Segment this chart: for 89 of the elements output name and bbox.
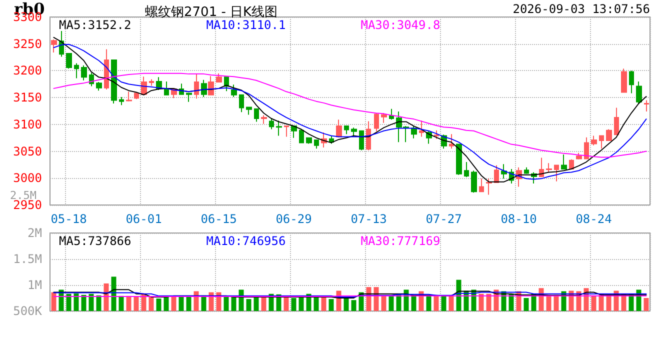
candlestick xyxy=(81,64,87,81)
candlestick xyxy=(134,92,139,100)
candlestick xyxy=(51,39,57,53)
candlestick xyxy=(66,53,72,70)
text: MA10:3110.1 xyxy=(206,18,286,32)
candlestick xyxy=(306,136,312,144)
candlestick xyxy=(486,178,492,196)
y-tick-label: 3250 xyxy=(13,36,42,51)
candlestick xyxy=(186,92,192,102)
candlestick xyxy=(291,125,297,138)
y-tick-label: 3100 xyxy=(13,117,42,132)
x-tick-label: 06-29 xyxy=(276,212,312,226)
candlestick xyxy=(456,144,462,176)
x-tick-label: 07-13 xyxy=(350,212,387,226)
candlestick xyxy=(644,100,649,112)
candlestick xyxy=(524,166,529,174)
x-tick-label: 07-27 xyxy=(426,212,462,226)
candlestick xyxy=(599,135,604,150)
candlestick xyxy=(614,107,619,136)
candlestick xyxy=(389,108,394,120)
candlestick xyxy=(374,112,379,132)
candlestick xyxy=(216,72,222,84)
candlestick xyxy=(254,108,259,122)
candlestick xyxy=(359,130,364,151)
candlestick xyxy=(629,70,634,94)
candlestick xyxy=(584,136,589,160)
candlestick xyxy=(576,152,582,160)
candlestick xyxy=(351,127,357,138)
candlestick xyxy=(569,158,574,170)
y-tick-label: 3200 xyxy=(13,64,42,78)
x-tick-label: 08-24 xyxy=(576,212,612,226)
candlestick xyxy=(149,78,154,86)
candlestick xyxy=(239,94,244,113)
candlestick xyxy=(314,138,319,150)
x-tick-label: 08-10 xyxy=(500,212,537,226)
y-tick-label: 2950 xyxy=(13,198,42,212)
candlestick xyxy=(299,128,304,144)
text: MA5:737866 xyxy=(59,234,132,248)
y-tick-label: 1.5M xyxy=(13,252,42,266)
candlestick xyxy=(561,154,567,170)
candlestick xyxy=(419,120,424,138)
candlestick xyxy=(479,178,484,192)
y-tick-label: 500K xyxy=(13,304,43,318)
series-label: MA5:3152.2 xyxy=(59,18,132,32)
candlestick xyxy=(96,81,102,92)
candlestick xyxy=(636,80,642,104)
candlestick xyxy=(591,135,597,146)
x-tick-label: 05-18 xyxy=(50,212,87,226)
candlestick xyxy=(284,126,289,138)
candlestick xyxy=(366,120,371,151)
candlestick xyxy=(501,164,507,180)
candlestick xyxy=(606,128,612,142)
candlestick xyxy=(464,162,469,178)
candlestick xyxy=(494,164,499,183)
candlestick xyxy=(546,162,552,173)
candlestick xyxy=(471,170,477,194)
y-tick-label: 3000 xyxy=(13,171,42,186)
candlestick xyxy=(74,62,79,79)
candlestick xyxy=(194,73,199,100)
candlestick xyxy=(344,125,349,135)
line-series xyxy=(53,72,647,158)
candlestick xyxy=(246,106,252,116)
candlestick xyxy=(164,80,169,96)
text: MA30:777169 xyxy=(360,234,440,248)
text: 2026-09-03 13:07:56 xyxy=(512,2,650,16)
candlestick xyxy=(276,120,282,136)
candlestick xyxy=(269,117,274,130)
candlestick xyxy=(111,59,117,104)
text: MA30:3049.8 xyxy=(360,18,440,32)
candlestick xyxy=(201,79,207,98)
candlestick xyxy=(261,114,267,124)
candlestick xyxy=(381,112,387,124)
candlestick xyxy=(621,68,627,93)
x-tick-label: 06-01 xyxy=(126,212,162,226)
candlestick xyxy=(434,130,439,140)
candlestick xyxy=(119,96,124,106)
candlestick xyxy=(126,91,132,102)
candlestick xyxy=(336,119,342,138)
y-tick-label: 3150 xyxy=(13,90,42,105)
y-tick-label: 3050 xyxy=(13,144,42,158)
y-tick-label: 2M xyxy=(28,226,42,240)
candlestick xyxy=(449,134,454,150)
candlestick xyxy=(539,157,544,178)
candlestick xyxy=(554,164,559,182)
chart-title: 螺纹钢2701 - 日K线图 xyxy=(145,5,278,20)
y-tick-label: 1M xyxy=(28,278,42,292)
text: MA10:746956 xyxy=(206,234,286,248)
x-tick-label: 06-15 xyxy=(200,212,237,226)
candlestick xyxy=(231,84,237,98)
